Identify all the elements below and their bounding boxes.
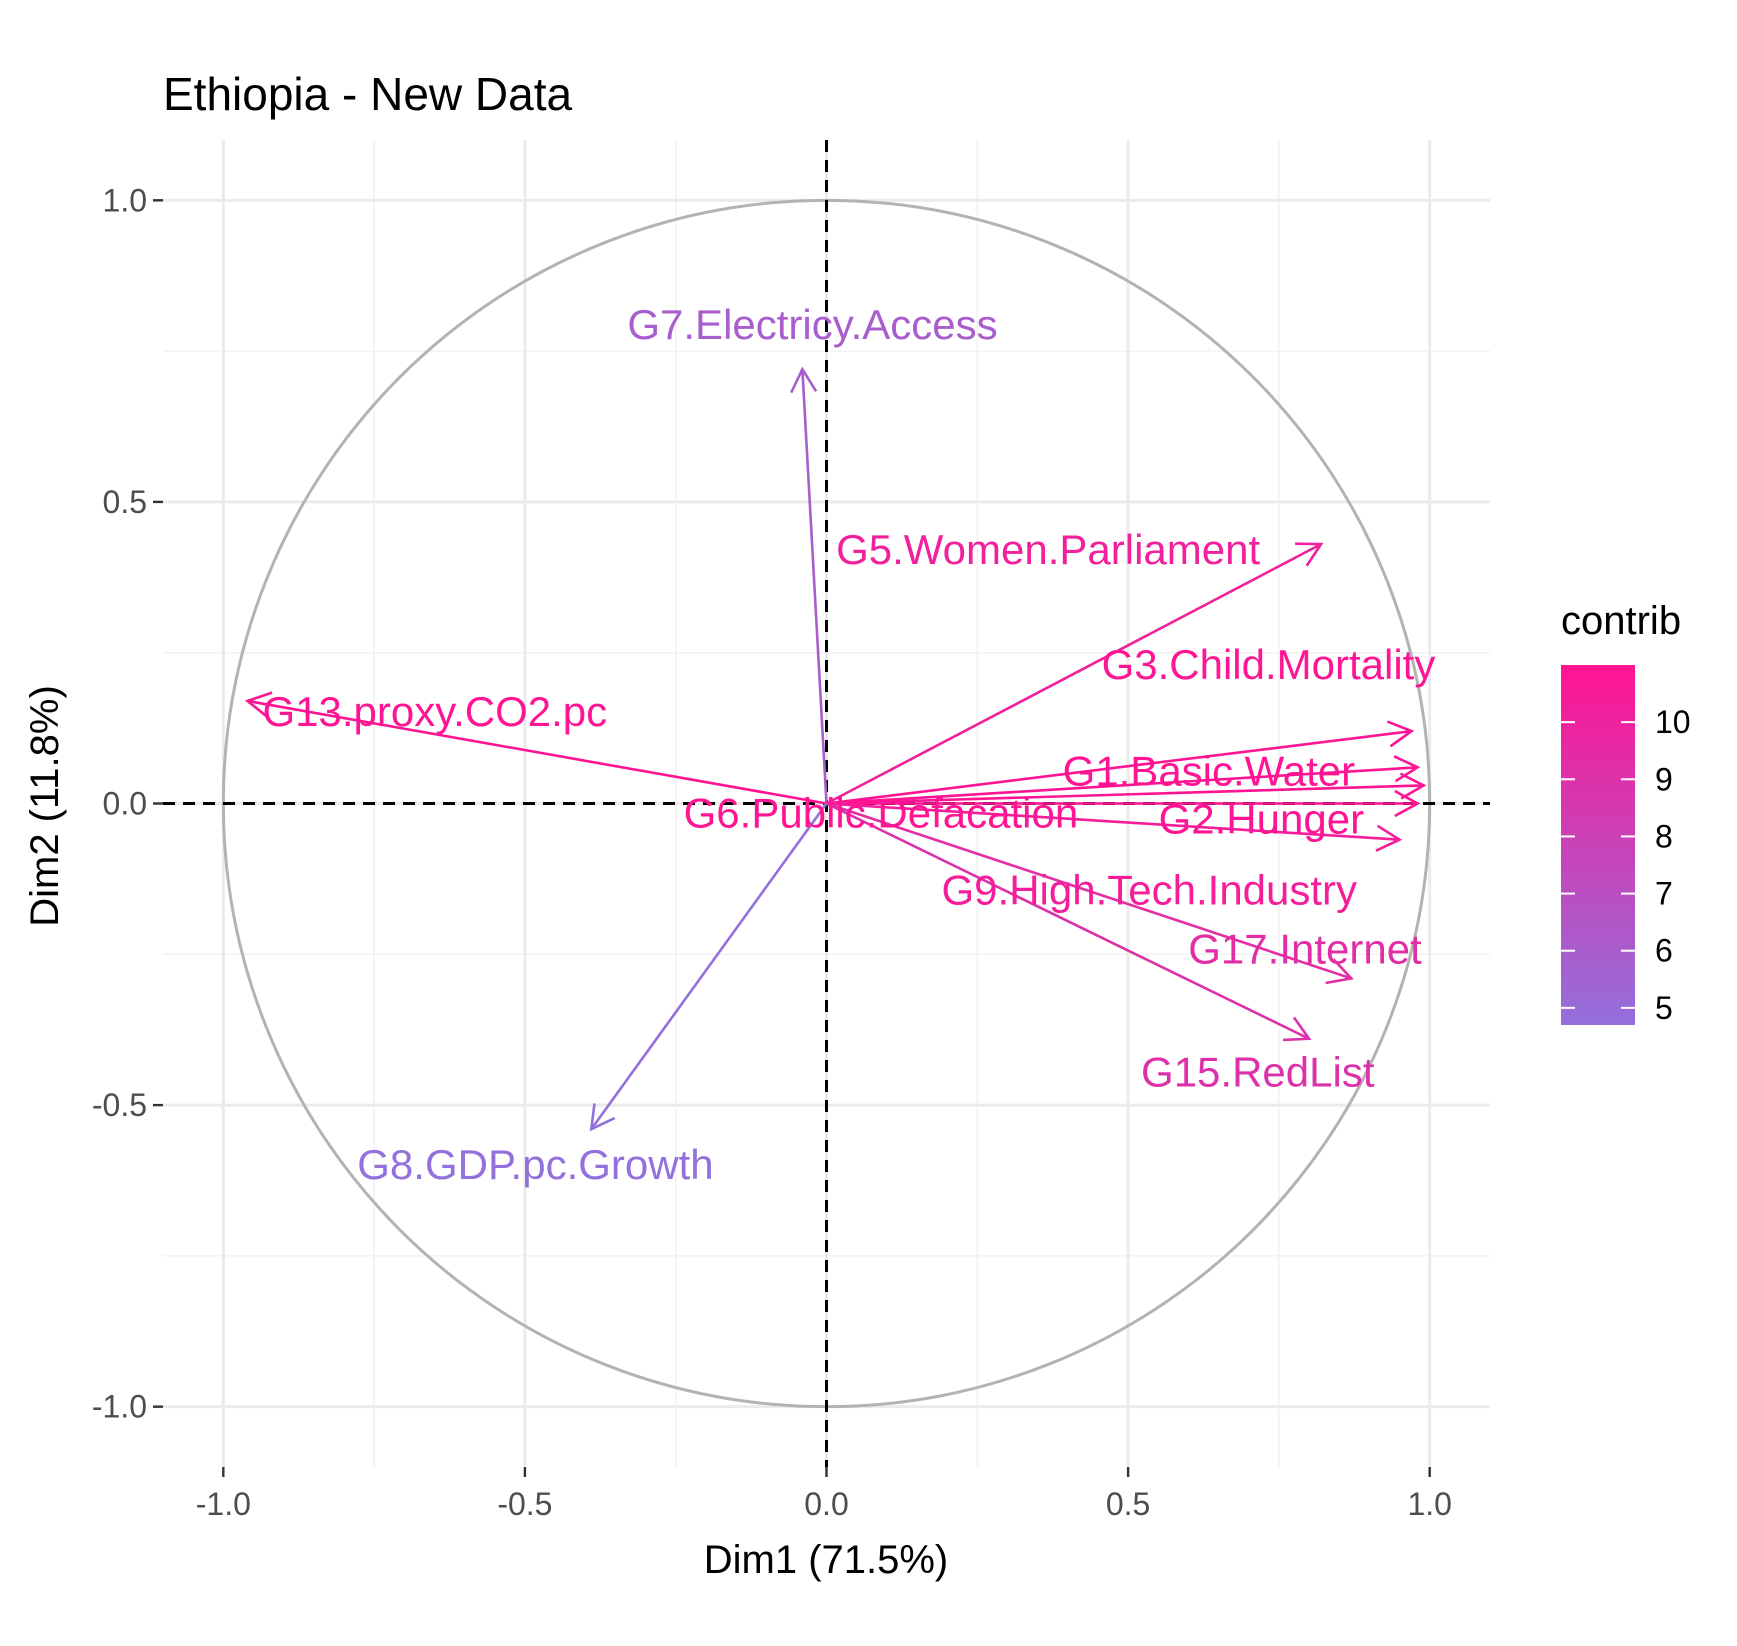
variable-label: G8.GDP.pc.Growth (357, 1141, 713, 1188)
variable-label: G9.High.Tech.Industry (942, 867, 1358, 914)
legend-title: contrib (1561, 599, 1681, 643)
variable-label: G2.Hunger (1159, 796, 1364, 843)
arrow-shaft (247, 699, 827, 805)
x-tick-label: -0.5 (497, 1486, 552, 1522)
legend-tick-label: 9 (1655, 761, 1673, 797)
legend-tick-label: 6 (1655, 933, 1673, 969)
variable-label: G6.Public.Defacation (684, 789, 1079, 836)
arrow-shaft (825, 802, 1310, 1040)
arrow-head (1393, 755, 1421, 783)
y-tick-label: -1.0 (92, 1389, 147, 1425)
arrow-shaft (826, 766, 1418, 805)
x-tick-label: 0.5 (1106, 1486, 1150, 1522)
legend-tick-label: 7 (1655, 876, 1673, 912)
legend-tick-label: 8 (1655, 818, 1673, 854)
arrow-head (1399, 772, 1427, 800)
variable-arrows (244, 366, 1427, 1132)
variable-label: G3.Child.Mortality (1102, 641, 1436, 688)
arrow-shaft (826, 802, 1400, 841)
arrow-shaft (590, 802, 828, 1130)
y-axis-title: Dim2 (11.8%) (23, 685, 67, 927)
arrow-head (1386, 720, 1415, 748)
y-tick-label: 0.5 (103, 484, 147, 520)
x-tick-label: -1.0 (196, 1486, 251, 1522)
arrow-head (1325, 958, 1354, 985)
arrow-head (1375, 824, 1403, 852)
x-tick-label: 1.0 (1407, 1486, 1451, 1522)
arrow-head (244, 691, 273, 719)
legend-tick-label: 10 (1655, 704, 1691, 740)
variable-labels: G7.Electricy.Access G5.Women.Parliament G1… (262, 301, 1435, 1188)
arrow-head (790, 366, 818, 394)
x-tick-label: 0.0 (804, 1486, 848, 1522)
y-tick-label: -0.5 (92, 1087, 147, 1123)
x-axis-title: Dim1 (71.5%) (704, 1538, 949, 1582)
y-tick-label: 0.0 (103, 786, 147, 822)
arrow-shaft (826, 802, 1352, 980)
arrow-head (1295, 542, 1324, 567)
arrow-shaft (825, 542, 1322, 805)
arrow-shaft (801, 369, 828, 804)
variable-label: G15.RedList (1141, 1049, 1375, 1096)
arrow-head (1394, 789, 1421, 818)
y-tick-label: 1.0 (103, 182, 147, 218)
arrow-shaft (826, 729, 1412, 805)
legend-ticks: 10 9 8 7 6 5 (1561, 704, 1691, 1026)
contrib-legend: contrib 10 9 8 7 6 5 (1561, 599, 1691, 1026)
chart-title: Ethiopia - New Data (163, 68, 572, 120)
arrow-shaft (826, 784, 1424, 805)
variable-label: G17.Internet (1188, 925, 1422, 972)
variable-label: G13.proxy.CO2.pc (262, 688, 607, 735)
variable-label: G1.Basic.Water (1063, 747, 1356, 794)
variable-label: G5.Women.Parliament (836, 526, 1260, 573)
arrow-head (589, 1103, 616, 1132)
axis-ticks: -1.0 -0.5 0.0 0.5 1.0 1.0 0.5 0.0 -0.5 -1.0 (92, 182, 1452, 1522)
variable-label: G7.Electricy.Access (627, 301, 997, 348)
legend-tick-label: 5 (1655, 990, 1673, 1026)
legend-colorbar (1561, 665, 1635, 1025)
arrow-head (1283, 1016, 1312, 1042)
